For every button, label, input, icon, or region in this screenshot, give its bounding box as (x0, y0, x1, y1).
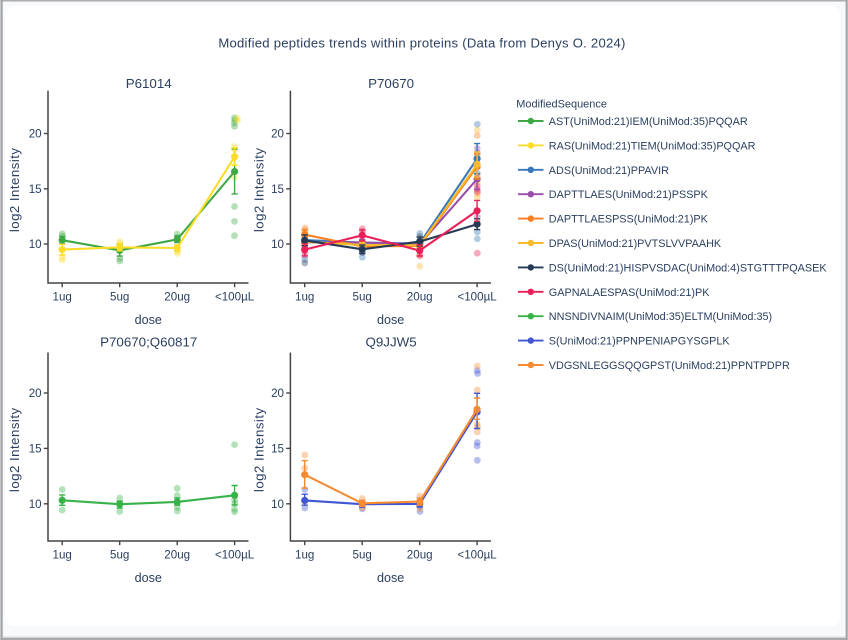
svg-text:<100µL: <100µL (457, 549, 497, 562)
svg-text:20ug: 20ug (164, 549, 190, 562)
svg-text:dose: dose (377, 313, 404, 327)
svg-text:Modified peptides trends withi: Modified peptides trends within proteins… (218, 36, 625, 51)
svg-text:S(UniMod:21)PPNPENIAPGYSGPLK: S(UniMod:21)PPNPENIAPGYSGPLK (549, 336, 731, 348)
svg-text:dose: dose (135, 313, 162, 327)
svg-text:5ug: 5ug (110, 549, 129, 562)
svg-text:20ug: 20ug (164, 291, 190, 304)
svg-text:1ug: 1ug (53, 291, 72, 304)
svg-text:P70670;Q60817: P70670;Q60817 (100, 335, 197, 350)
svg-text:dose: dose (377, 571, 404, 585)
svg-text:<100µL: <100µL (215, 291, 255, 304)
svg-text:NNSNDIVNAIM(UniMod:35)ELTM(Uni: NNSNDIVNAIM(UniMod:35)ELTM(UniMod:35) (549, 311, 772, 323)
svg-text:10: 10 (271, 238, 284, 251)
svg-text:ADS(UniMod:21)PPAVIR: ADS(UniMod:21)PPAVIR (549, 165, 669, 177)
svg-text:log2 Intensity: log2 Intensity (7, 407, 22, 492)
svg-text:DS(UniMod:21)HISPVSDAC(UniMod:: DS(UniMod:21)HISPVSDAC(UniMod:4)STGTTTPQ… (549, 262, 828, 274)
svg-text:5ug: 5ug (353, 549, 372, 562)
svg-text:20: 20 (29, 128, 42, 141)
svg-text:AST(UniMod:21)IEM(UniMod:35)PQ: AST(UniMod:21)IEM(UniMod:35)PQQAR (549, 116, 748, 128)
svg-text:20: 20 (29, 387, 42, 400)
svg-text:10: 10 (29, 238, 42, 251)
svg-text:15: 15 (271, 183, 284, 196)
svg-text:1ug: 1ug (53, 549, 72, 562)
svg-text:P61014: P61014 (126, 76, 173, 91)
svg-text:20: 20 (271, 128, 284, 141)
svg-text:log2 Intensity: log2 Intensity (251, 407, 266, 492)
svg-text:VDGSNLEGGSQQGPST(UniMod:21)PPN: VDGSNLEGGSQQGPST(UniMod:21)PPNTPDPR (549, 360, 790, 372)
svg-text:15: 15 (29, 183, 42, 196)
svg-text:log2 Intensity: log2 Intensity (7, 148, 22, 233)
svg-text:DAPTTLAES(UniMod:21)PSSPK: DAPTTLAES(UniMod:21)PSSPK (549, 189, 709, 201)
svg-text:Q9JJW5: Q9JJW5 (366, 335, 417, 350)
svg-text:20: 20 (271, 387, 284, 400)
svg-text:dose: dose (135, 571, 162, 585)
svg-text:1ug: 1ug (295, 291, 314, 304)
svg-text:ModifiedSequence: ModifiedSequence (516, 99, 607, 111)
svg-text:GAPNALAESPAS(UniMod:21)PK: GAPNALAESPAS(UniMod:21)PK (549, 287, 710, 299)
svg-text:<100µL: <100µL (215, 549, 255, 562)
svg-text:DPAS(UniMod:21)PVTSLVVPAAHK: DPAS(UniMod:21)PVTSLVVPAAHK (549, 238, 722, 250)
svg-text:1ug: 1ug (295, 549, 314, 562)
svg-text:DAPTTLAESPSS(UniMod:21)PK: DAPTTLAESPSS(UniMod:21)PK (549, 214, 709, 226)
svg-text:log2 Intensity: log2 Intensity (251, 148, 266, 233)
svg-text:10: 10 (271, 498, 284, 511)
svg-text:<100µL: <100µL (457, 291, 497, 304)
svg-text:20ug: 20ug (407, 549, 433, 562)
svg-text:5ug: 5ug (110, 291, 129, 304)
svg-text:15: 15 (271, 443, 284, 456)
svg-text:5ug: 5ug (353, 291, 372, 304)
svg-text:15: 15 (29, 443, 42, 456)
svg-text:P70670: P70670 (368, 76, 414, 91)
svg-text:10: 10 (29, 498, 42, 511)
svg-text:RAS(UniMod:21)TIEM(UniMod:35)P: RAS(UniMod:21)TIEM(UniMod:35)PQQAR (549, 140, 756, 152)
svg-text:20ug: 20ug (407, 291, 433, 304)
